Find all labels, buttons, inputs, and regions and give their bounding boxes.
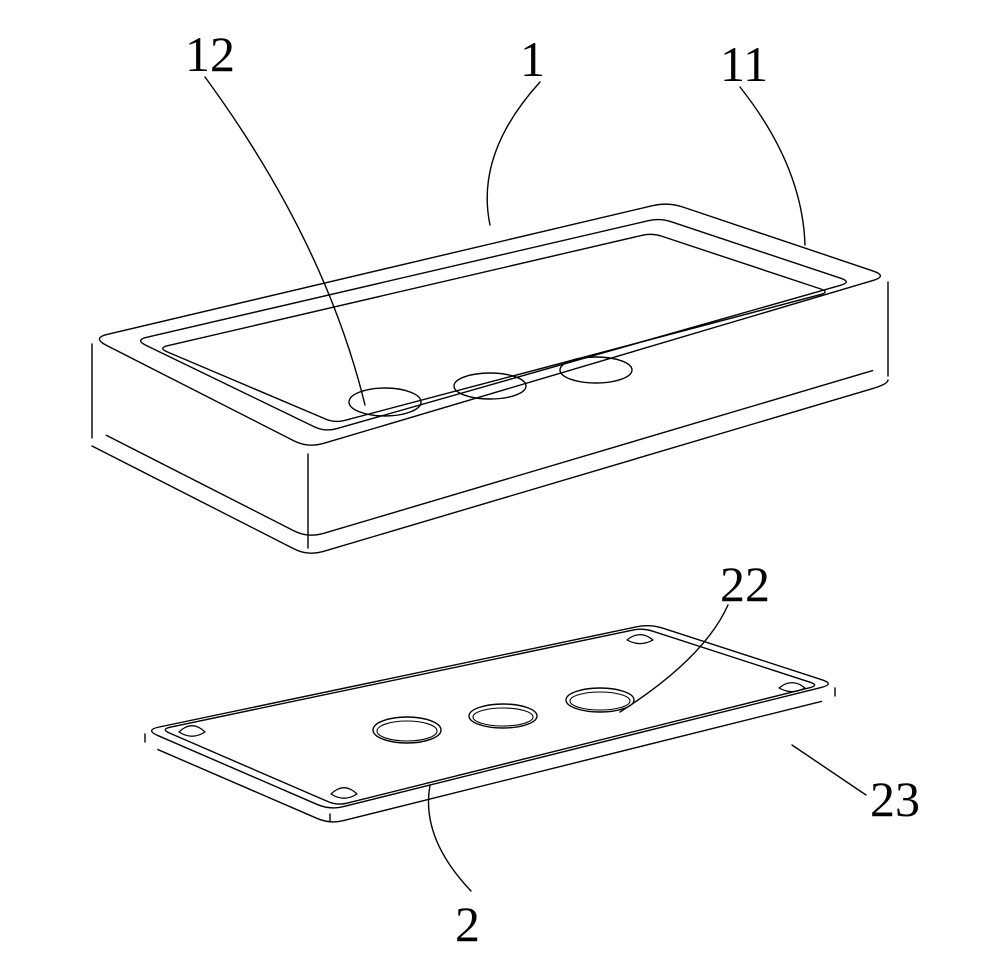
label-11: 11 <box>720 35 768 93</box>
label-2: 2 <box>455 895 480 953</box>
label-1: 1 <box>520 30 545 88</box>
label-23: 23 <box>870 770 920 828</box>
label-12: 12 <box>185 25 235 83</box>
label-22: 22 <box>720 555 770 613</box>
